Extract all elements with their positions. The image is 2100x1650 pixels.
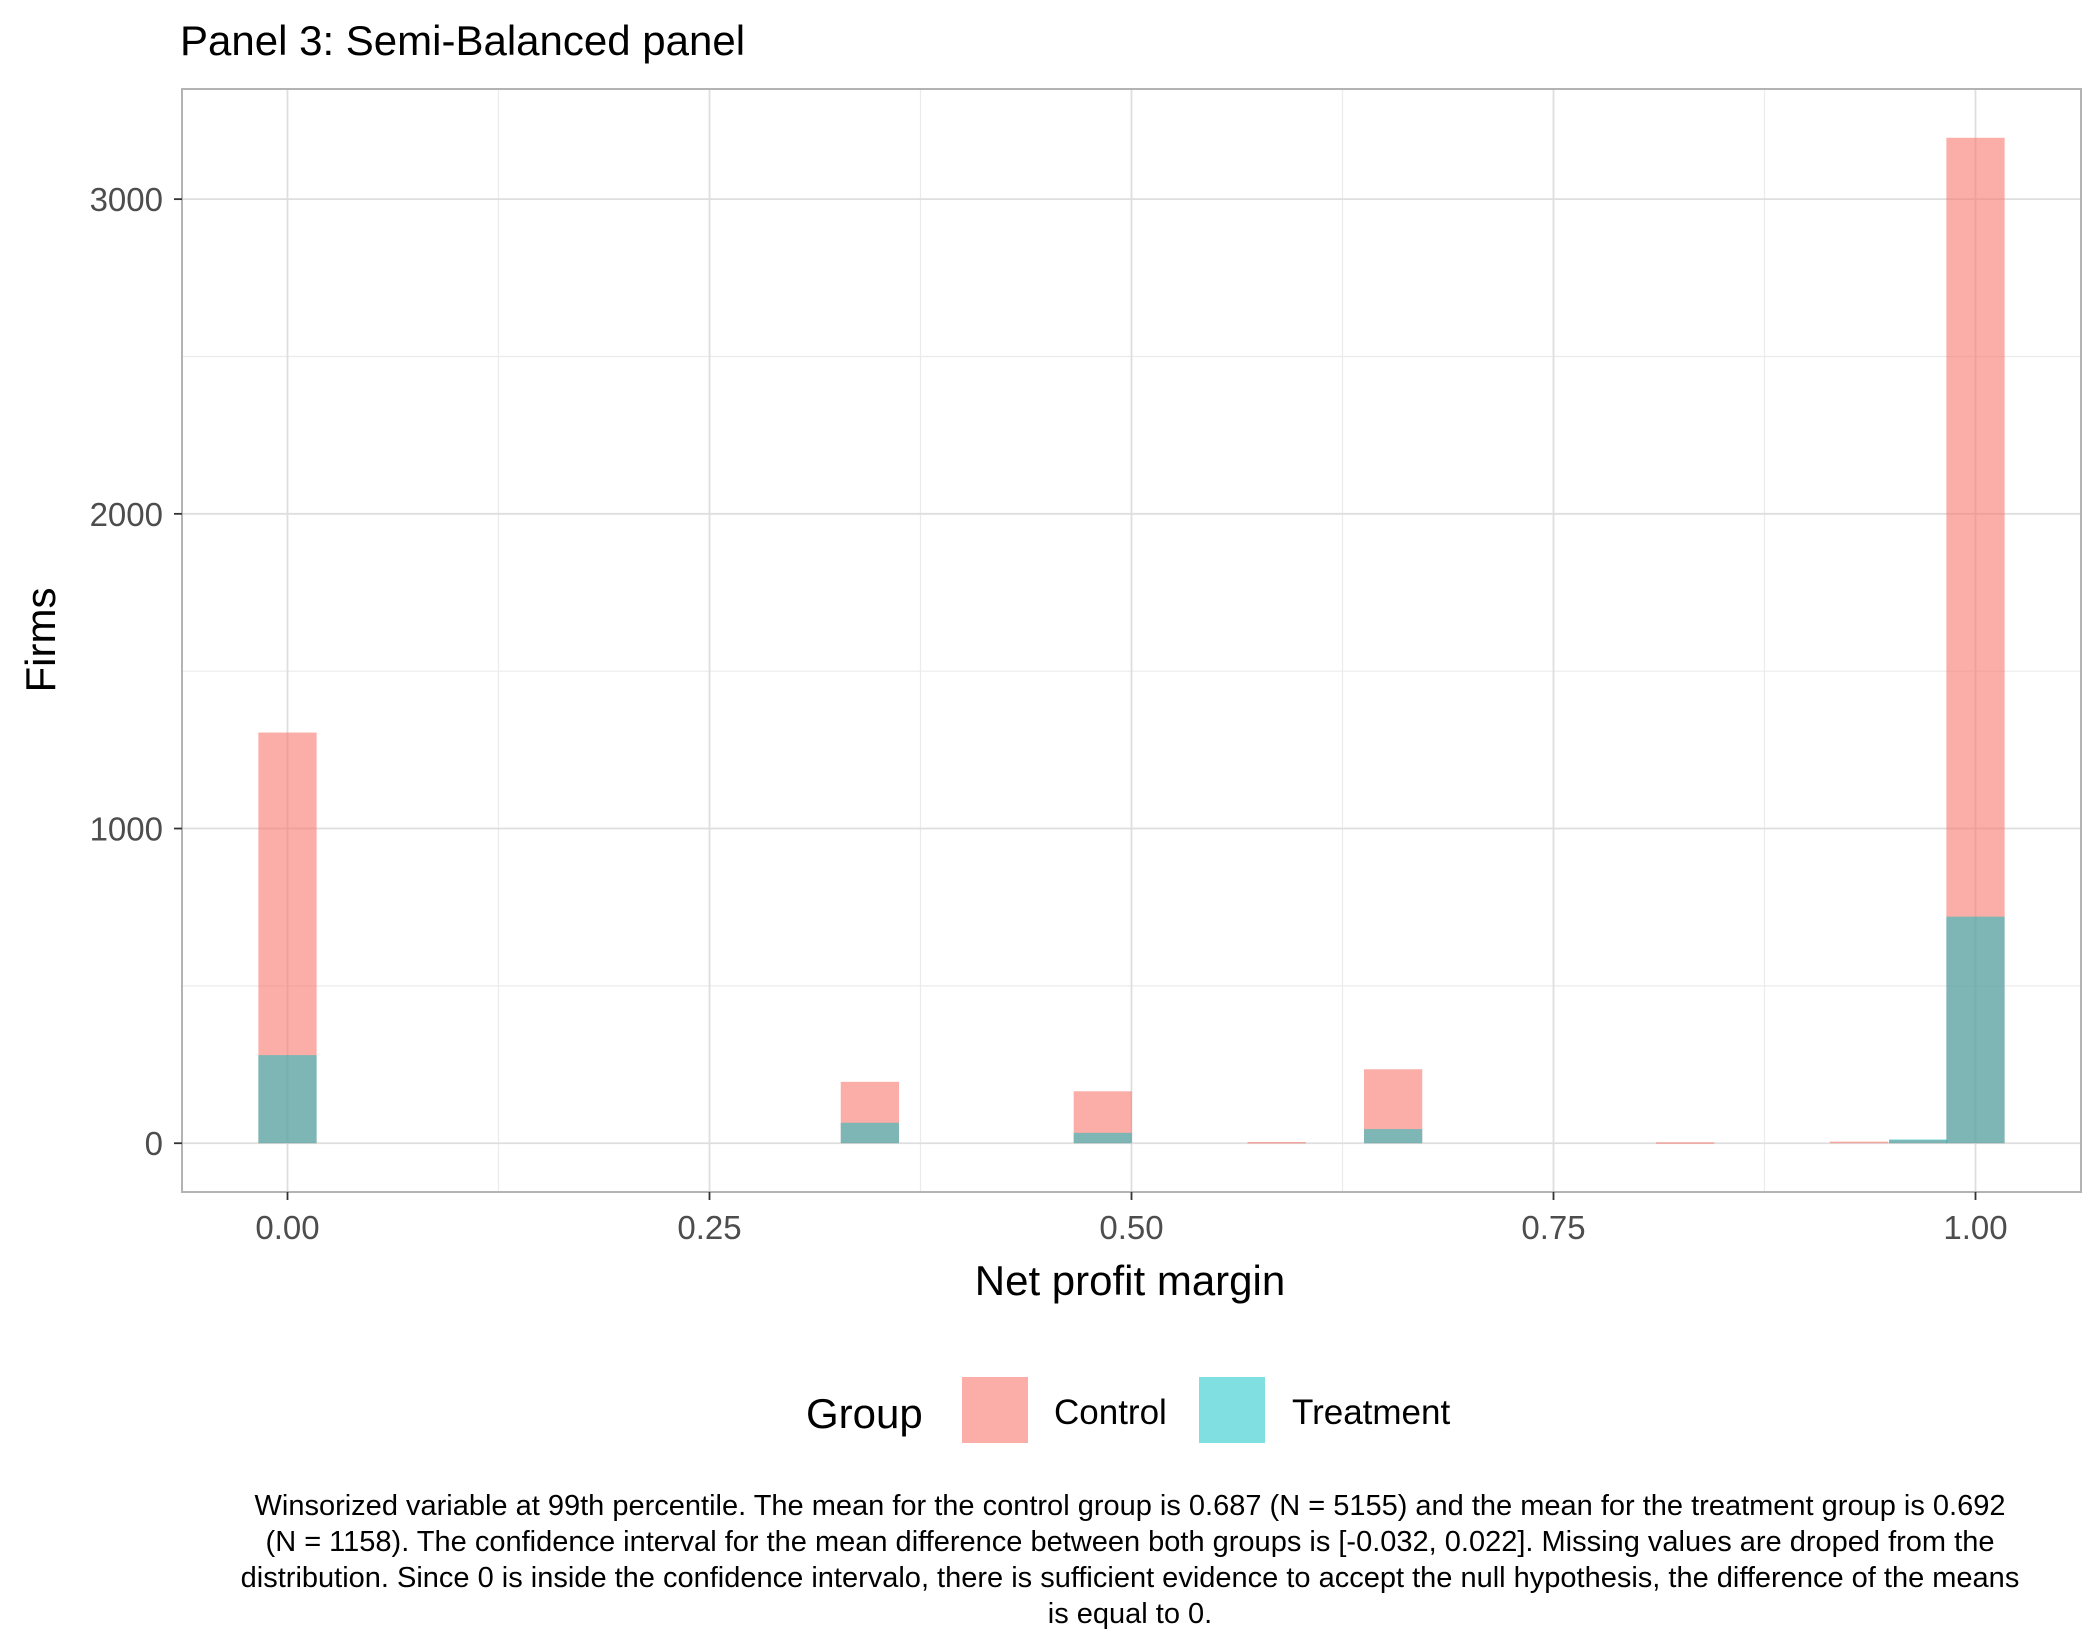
legend: Group Control Treatment bbox=[806, 1377, 1450, 1443]
y-tick-label: 1000 bbox=[90, 811, 163, 848]
y-tick-label: 0 bbox=[145, 1125, 163, 1162]
x-tick-label: 0.75 bbox=[1521, 1209, 1585, 1246]
legend-label-control: Control bbox=[1054, 1393, 1167, 1432]
x-tick-label: 1.00 bbox=[1943, 1209, 2007, 1246]
legend-label-treatment: Treatment bbox=[1292, 1393, 1450, 1432]
x-tick-label: 0.50 bbox=[1099, 1209, 1163, 1246]
legend-title: Group bbox=[806, 1390, 923, 1437]
bar-control bbox=[1829, 1141, 1889, 1144]
bar-treatment bbox=[1946, 916, 2005, 1144]
bar-treatment bbox=[1888, 1139, 1948, 1144]
x-tick-label: 0.25 bbox=[677, 1209, 741, 1246]
bar-control bbox=[1656, 1142, 1715, 1144]
legend-key-treatment bbox=[1199, 1377, 1265, 1443]
chart-caption: Winsorized variable at 99th percentile. … bbox=[240, 1490, 2020, 1630]
y-axis-label: Firms bbox=[17, 588, 64, 693]
chart-title: Panel 3: Semi-Balanced panel bbox=[180, 17, 745, 64]
plot-panel: 0.00 0.25 0.50 0.75 1.00 0 1000 2000 3000 bbox=[90, 88, 2082, 1246]
x-tick-label: 0.00 bbox=[255, 1209, 319, 1246]
legend-key-control bbox=[962, 1377, 1028, 1443]
bar-control bbox=[1247, 1141, 1306, 1144]
bar-treatment bbox=[1364, 1129, 1423, 1144]
y-tick-label: 2000 bbox=[90, 496, 163, 533]
bar-treatment bbox=[258, 1055, 317, 1144]
y-tick-label: 3000 bbox=[90, 181, 163, 218]
bar-treatment bbox=[840, 1122, 899, 1144]
x-axis-label: Net profit margin bbox=[975, 1257, 1285, 1304]
bar-treatment bbox=[1073, 1132, 1132, 1144]
